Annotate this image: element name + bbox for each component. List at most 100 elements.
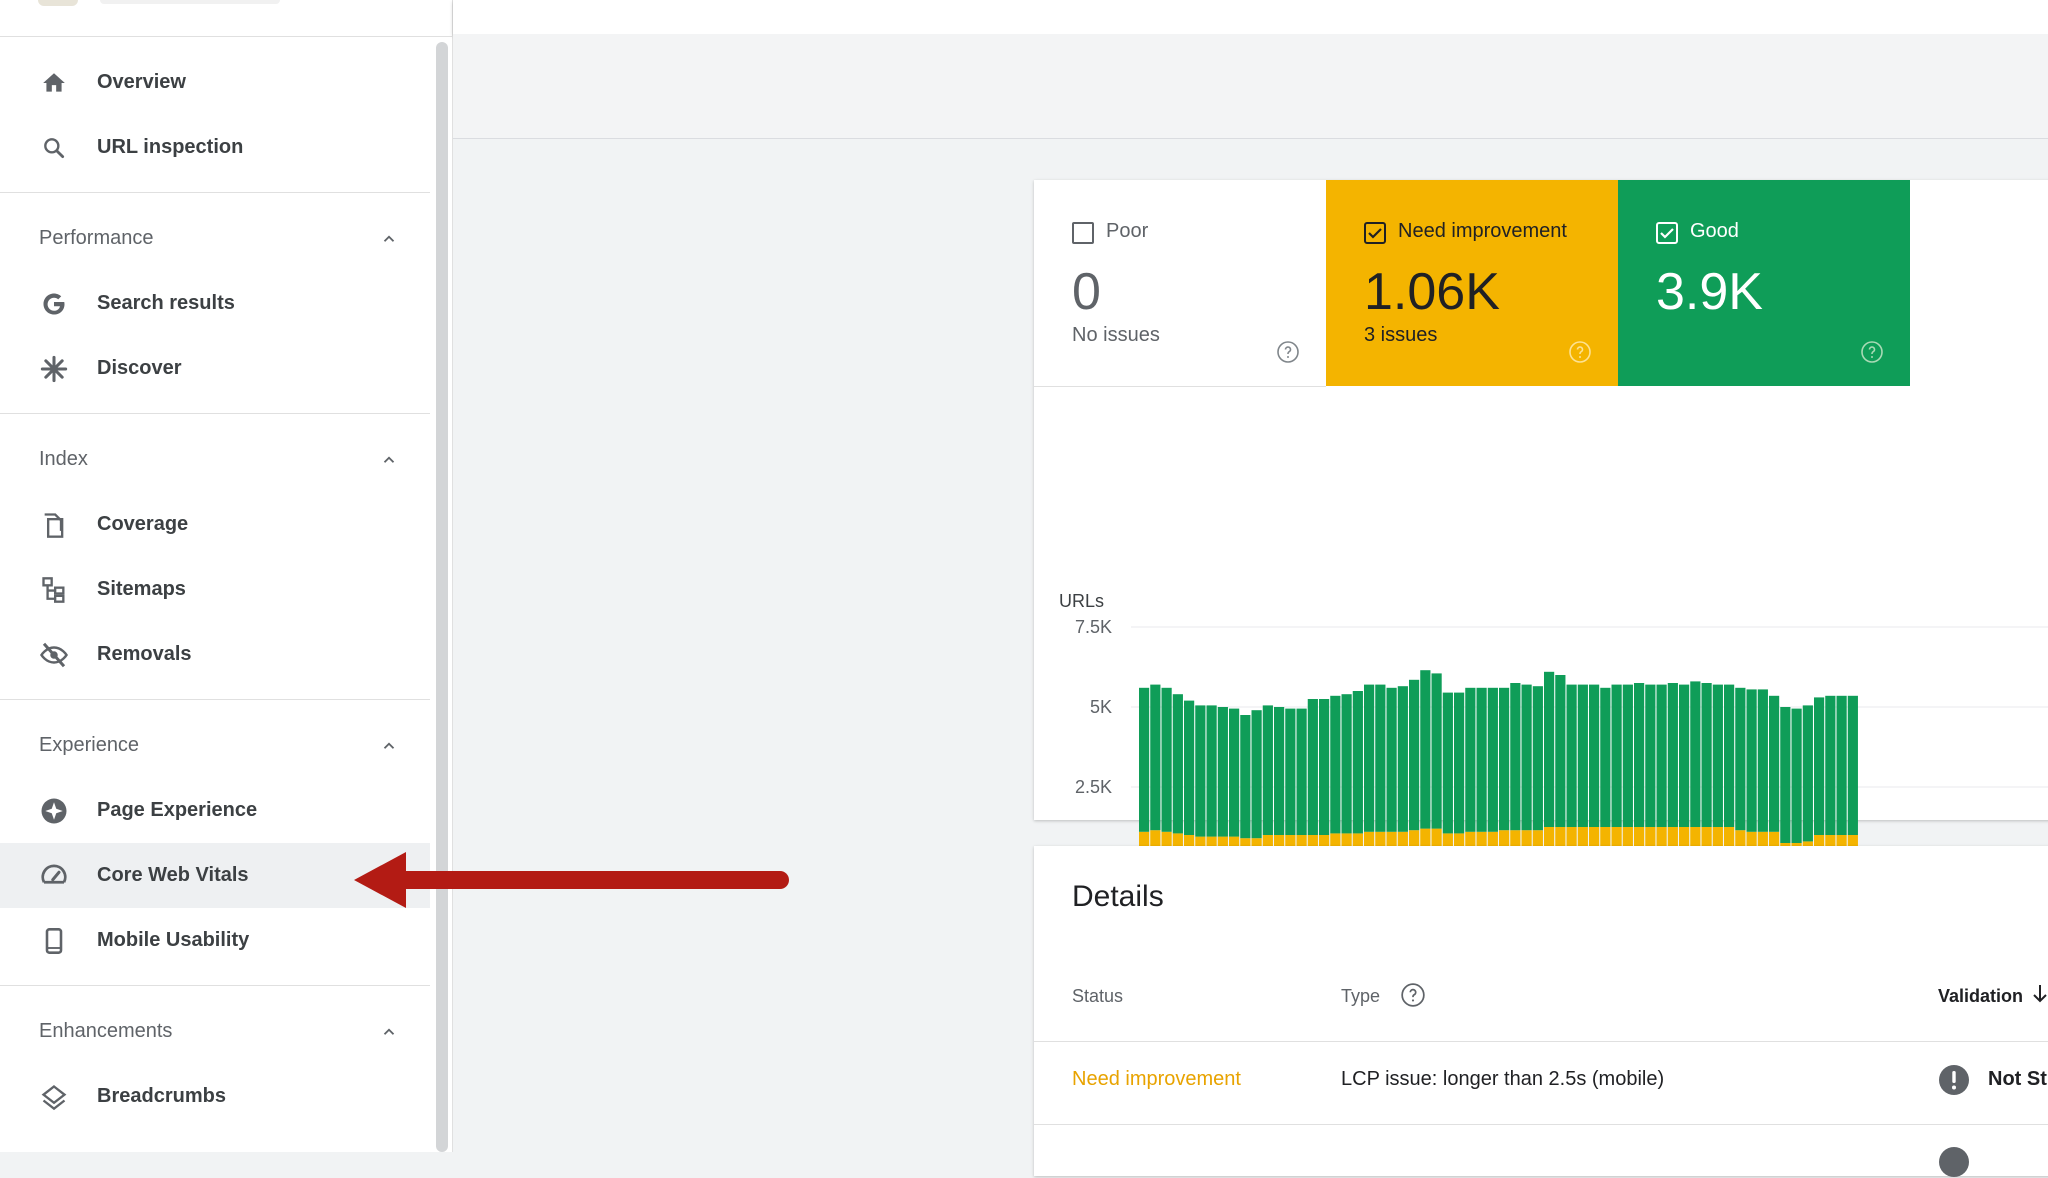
bar-good[interactable] <box>1341 694 1352 834</box>
bar-good[interactable] <box>1780 707 1791 843</box>
sidebar-item-sitemaps[interactable]: Sitemaps <box>0 557 430 622</box>
bar-good[interactable] <box>1757 689 1768 832</box>
bar-good[interactable] <box>1611 684 1622 827</box>
sort-arrow-icon[interactable] <box>2030 982 2048 1006</box>
y-axis-title: URLs <box>1059 591 1104 611</box>
bar-good[interactable] <box>1195 705 1206 837</box>
bar-good[interactable] <box>1499 687 1510 831</box>
sidebar-item-breadcrumbs[interactable]: Breadcrumbs <box>0 1064 430 1129</box>
bar-good[interactable] <box>1645 684 1656 827</box>
sidebar-item-url-inspection[interactable]: URL inspection <box>0 115 430 180</box>
bar-good[interactable] <box>1589 684 1600 827</box>
bar-good[interactable] <box>1791 708 1802 843</box>
help-icon[interactable] <box>1860 340 1884 364</box>
column-header-validation[interactable]: Validation <box>1938 986 2024 1006</box>
bar-good[interactable] <box>1555 675 1566 827</box>
bar-good[interactable] <box>1532 686 1543 831</box>
bar-good[interactable] <box>1769 695 1780 832</box>
bar-good[interactable] <box>1251 710 1262 839</box>
bar-good[interactable] <box>1701 683 1712 827</box>
help-icon[interactable] <box>1400 982 1426 1008</box>
bar-good[interactable] <box>1600 687 1611 827</box>
bar-good[interactable] <box>1386 687 1397 832</box>
bar-good[interactable] <box>1735 687 1746 831</box>
bar-good[interactable] <box>1139 687 1150 832</box>
bar-good[interactable] <box>1296 708 1307 835</box>
sidebar-item-coverage[interactable]: Coverage <box>0 492 430 557</box>
bar-good[interactable] <box>1217 707 1228 837</box>
bar-good[interactable] <box>1634 683 1645 827</box>
bar-good[interactable] <box>1510 683 1521 831</box>
bar-good[interactable] <box>1161 687 1172 832</box>
bar-good[interactable] <box>1184 700 1195 835</box>
bar-good[interactable] <box>1465 687 1476 832</box>
sidebar-item-core-web-vitals[interactable]: Core Web Vitals <box>0 843 430 908</box>
bar-good[interactable] <box>1622 684 1633 827</box>
bar-good[interactable] <box>1442 692 1453 834</box>
bar-good[interactable] <box>1724 684 1735 827</box>
bar-good[interactable] <box>1431 673 1442 829</box>
bar-good[interactable] <box>1814 697 1825 835</box>
poor-checkbox[interactable] <box>1072 222 1094 244</box>
help-icon[interactable] <box>1568 340 1592 364</box>
bar-good[interactable] <box>1802 705 1813 842</box>
bar-good[interactable] <box>1566 684 1577 827</box>
sidebar-item-discover[interactable]: Discover <box>0 336 430 401</box>
bar-good[interactable] <box>1712 684 1723 827</box>
sidebar-item-page-experience[interactable]: Page Experience <box>0 778 430 843</box>
tile-need-improvement[interactable]: Need improvement 1.06K 3 issues <box>1326 180 1618 386</box>
column-header-status[interactable]: Status <box>1072 986 1124 1006</box>
tile-label: Poor <box>1106 220 1149 242</box>
bar-good[interactable] <box>1262 705 1273 835</box>
sidebar-item-overview[interactable]: Overview <box>0 50 430 115</box>
bar-good[interactable] <box>1375 684 1386 832</box>
chevron-up-icon <box>383 1027 395 1035</box>
group-header-performance[interactable]: Performance <box>0 206 430 271</box>
bar-good[interactable] <box>1667 683 1678 827</box>
bar-good[interactable] <box>1274 707 1285 835</box>
property-name[interactable] <box>100 0 280 4</box>
bar-good[interactable] <box>1285 708 1296 835</box>
bar-good[interactable] <box>1847 695 1858 835</box>
bar-good[interactable] <box>1420 670 1431 829</box>
bar-good[interactable] <box>1319 699 1330 835</box>
tile-good[interactable]: Good 3.9K <box>1618 180 1910 386</box>
need-improvement-checkbox[interactable] <box>1364 222 1386 244</box>
bar-good[interactable] <box>1487 687 1498 832</box>
bar-good[interactable] <box>1476 687 1487 832</box>
bar-good[interactable] <box>1836 695 1847 835</box>
bar-good[interactable] <box>1454 692 1465 834</box>
group-header-experience[interactable]: Experience <box>0 713 430 778</box>
bar-good[interactable] <box>1240 715 1251 839</box>
bar-good[interactable] <box>1679 684 1690 827</box>
bar-good[interactable] <box>1544 671 1555 827</box>
bar-good[interactable] <box>1150 684 1161 831</box>
bar-good[interactable] <box>1206 705 1217 837</box>
bar-good[interactable] <box>1397 686 1408 832</box>
bar-good[interactable] <box>1577 684 1588 827</box>
property-logo[interactable] <box>38 0 78 6</box>
group-header-enhancements[interactable]: Enhancements <box>0 999 430 1064</box>
bar-good[interactable] <box>1746 689 1757 832</box>
bar-good[interactable] <box>1656 684 1667 827</box>
group-header-index[interactable]: Index <box>0 427 430 492</box>
column-header-type[interactable]: Type <box>1341 986 1381 1006</box>
help-icon[interactable] <box>1276 340 1300 364</box>
bar-good[interactable] <box>1229 708 1240 837</box>
bar-good[interactable] <box>1690 681 1701 827</box>
sidebar-scrollbar[interactable] <box>436 42 448 1152</box>
sidebar-item-mobile-usability[interactable]: Mobile Usability <box>0 908 430 973</box>
bar-good[interactable] <box>1409 679 1420 831</box>
bar-good[interactable] <box>1307 699 1318 835</box>
bar-good[interactable] <box>1330 695 1341 834</box>
bar-good[interactable] <box>1352 691 1363 834</box>
sidebar-item-label: Search results <box>97 292 235 314</box>
bar-good[interactable] <box>1172 694 1183 834</box>
tile-poor[interactable]: Poor 0 No issues <box>1034 180 1326 387</box>
bar-good[interactable] <box>1825 695 1836 835</box>
bar-good[interactable] <box>1521 684 1532 831</box>
sidebar-item-removals[interactable]: Removals <box>0 622 430 687</box>
good-checkbox[interactable] <box>1656 222 1678 244</box>
sidebar-item-search-results[interactable]: Search results <box>0 271 430 336</box>
bar-good[interactable] <box>1364 684 1375 832</box>
